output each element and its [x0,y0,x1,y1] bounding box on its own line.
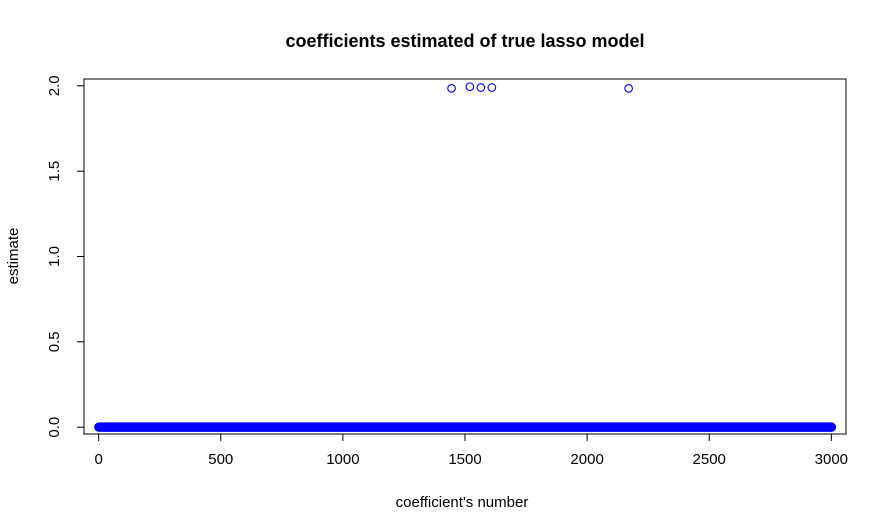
y-tick-label: 1.5 [46,161,63,182]
y-tick-label: 0.0 [46,417,63,438]
chart-title: coefficients estimated of true lasso mod… [285,31,644,51]
data-point [624,84,633,93]
x-tick-label: 1000 [326,451,359,468]
x-axis: 0 500 1000 1500 2000 2500 3000 [94,433,848,468]
data-point [465,82,475,92]
x-tick-label: 0 [94,451,102,468]
y-axis: 0.0 0.5 1.0 1.5 2.0 [46,75,85,438]
x-tick-label: 2000 [570,451,603,468]
data-point [487,83,497,92]
x-tick-label: 2500 [693,451,726,468]
y-tick-label: 0.5 [46,331,63,352]
y-axis-label: estimate [5,228,22,285]
data-point [476,83,486,92]
x-tick-label: 1500 [448,451,481,468]
y-tick-label: 1.0 [46,246,63,267]
y-tick-label: 2.0 [46,75,63,96]
plot-frame [83,78,847,435]
data-point [447,84,456,93]
x-tick-label: 3000 [815,451,848,468]
data-points [94,82,837,432]
x-tick-label: 500 [208,451,233,468]
x-axis-label: coefficient's number [396,494,529,511]
